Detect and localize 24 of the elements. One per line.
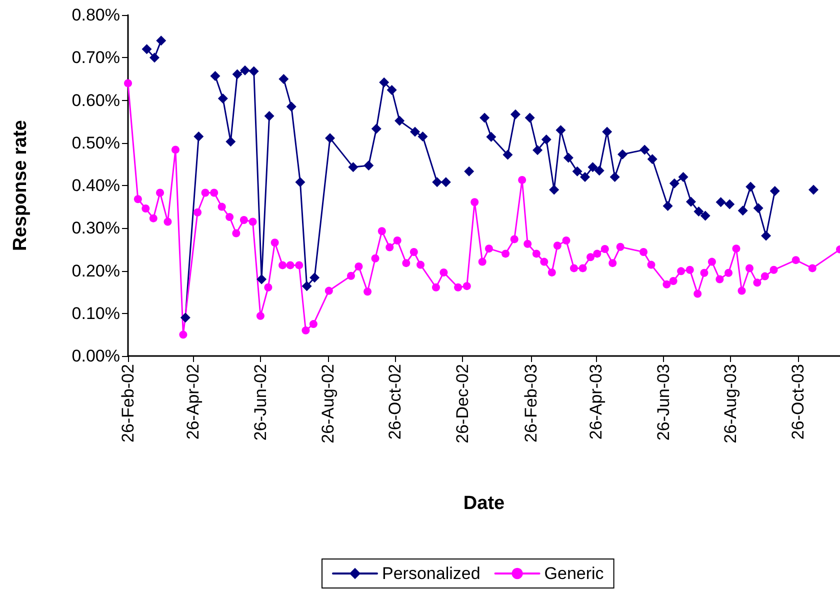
y-axis-title: Response rate [10, 120, 31, 251]
legend-label: Personalized [382, 564, 480, 583]
x-tick-label: 26-Oct-02 [386, 364, 405, 440]
legend-label: Generic [544, 564, 604, 583]
x-axis-title: Date [463, 493, 505, 514]
y-tick-label: 0.50% [72, 133, 120, 152]
y-tick-label: 0.40% [72, 176, 120, 195]
y-tick-label: 0.30% [72, 218, 120, 238]
y-tick-label: 0.00% [72, 346, 120, 366]
y-tick-label: 0.60% [72, 90, 120, 110]
y-tick-label: 0.10% [72, 304, 120, 323]
y-tick-label: 0.80% [72, 6, 120, 24]
x-tick-label: 26-Aug-03 [721, 364, 740, 444]
y-tick-label: 0.70% [72, 48, 120, 68]
x-tick-label: 26-Apr-03 [586, 364, 606, 440]
x-tick-label: 26-Feb-03 [521, 364, 540, 442]
x-tick-label: 26-Oct-03 [788, 364, 808, 440]
x-tick-label: 26-Jun-03 [654, 364, 673, 441]
x-tick-label: 26-Aug-02 [318, 364, 338, 444]
x-tick-label: 26-Jun-02 [250, 364, 270, 441]
x-tick-label: 26-Dec-02 [452, 364, 472, 444]
y-tick-label: 0.20% [72, 261, 120, 280]
x-tick-label: 26-Feb-02 [118, 364, 138, 442]
x-tick-label: 26-Apr-02 [184, 364, 203, 440]
